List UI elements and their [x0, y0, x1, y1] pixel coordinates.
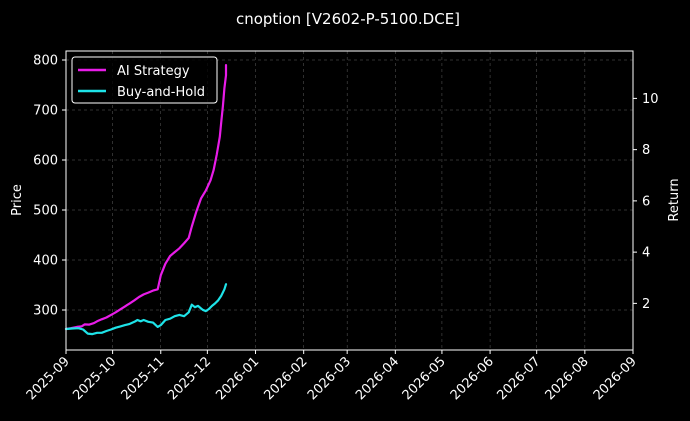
y-tick-label: 700 — [33, 104, 58, 119]
x-tick-label: 2025-09 — [24, 354, 73, 403]
legend: AI Strategy Buy-and-Hold — [71, 56, 218, 104]
y2-tick-label: 2 — [642, 297, 650, 312]
y-tick-label: 300 — [33, 304, 58, 319]
x-tick-label: 2026-09 — [591, 354, 640, 403]
legend-box — [71, 56, 218, 104]
x-tick-label: 2026-06 — [448, 354, 497, 403]
y2-axis: 2 4 6 8 10 — [633, 92, 659, 312]
y-tick-label: 400 — [33, 254, 58, 269]
x-tick-label: 2026-07 — [494, 354, 543, 403]
x-tick-label: 2026-03 — [305, 354, 354, 403]
x-tick-label: 2025-12 — [165, 354, 214, 403]
legend-label-ai-strategy: AI Strategy — [117, 64, 190, 79]
series-line-ai-strategy — [64, 63, 228, 331]
y-tick-label: 600 — [33, 154, 58, 169]
y-tick-label: 500 — [33, 204, 58, 219]
x-tick-label: 2025-10 — [70, 354, 119, 403]
y-axis-label: Price — [10, 184, 25, 216]
series-layer — [64, 63, 228, 336]
series-line-buy-and-hold — [64, 283, 228, 336]
chart-title: cnoption [V2602-P-5100.DCE] — [236, 10, 460, 28]
y2-tick-label: 8 — [642, 143, 650, 158]
x-tick-label: 2026-05 — [400, 354, 449, 403]
y2-tick-label: 10 — [642, 92, 659, 107]
legend-label-buy-and-hold: Buy-and-Hold — [117, 85, 205, 100]
y-axis: 300 400 500 600 700 800 — [33, 54, 66, 319]
x-tick-label: 2025-11 — [119, 354, 168, 403]
y-tick-label: 800 — [33, 54, 58, 69]
x-tick-label: 2026-04 — [353, 354, 402, 403]
y2-axis-label: Return — [667, 178, 682, 221]
y2-tick-label: 4 — [642, 246, 650, 261]
x-tick-label: 2026-08 — [543, 354, 592, 403]
y2-tick-label: 6 — [642, 194, 650, 209]
x-tick-label: 2026-01 — [213, 354, 262, 403]
x-tick-label: 2026-02 — [261, 354, 310, 403]
